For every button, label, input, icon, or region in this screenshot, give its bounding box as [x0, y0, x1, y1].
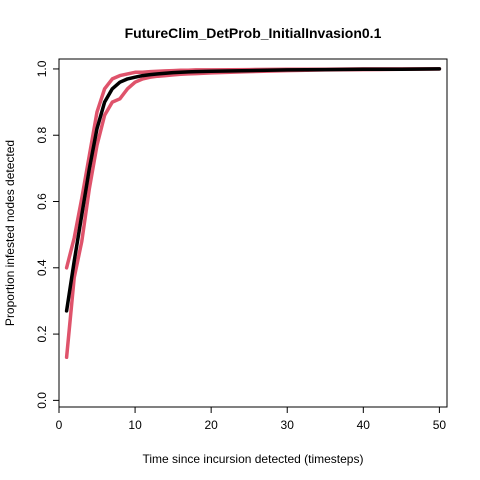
y-tick-label: 0.2 — [35, 325, 49, 342]
plot-area — [64, 67, 442, 360]
y-tick-label: 0.8 — [35, 127, 49, 144]
x-tick-label: 40 — [357, 418, 371, 432]
x-axis-label: Time since incursion detected (timesteps… — [143, 452, 364, 466]
y-tick-label: 0.6 — [35, 193, 49, 210]
plot-frame — [58, 58, 448, 408]
chart-title: FutureClim_DetProb_InitialInvasion0.1 — [125, 25, 382, 41]
y-tick-label: 1.0 — [35, 60, 49, 77]
x-tick-label: 0 — [56, 418, 63, 432]
y-axis-label: Proportion infested nodes detected — [3, 140, 17, 326]
x-tick-label: 30 — [281, 418, 295, 432]
x-tick-label: 50 — [433, 418, 447, 432]
y-tick-label: 0.0 — [35, 392, 49, 409]
x-tick-label: 20 — [204, 418, 218, 432]
y-tick-label: 0.4 — [35, 259, 49, 276]
series-line-0 — [64, 67, 442, 313]
y-axis: 0.0 0.2 0.4 0.6 0.8 1.0 — [35, 60, 59, 409]
x-tick-label: 10 — [128, 418, 142, 432]
x-axis: 0 10 20 30 40 50 — [56, 407, 447, 432]
